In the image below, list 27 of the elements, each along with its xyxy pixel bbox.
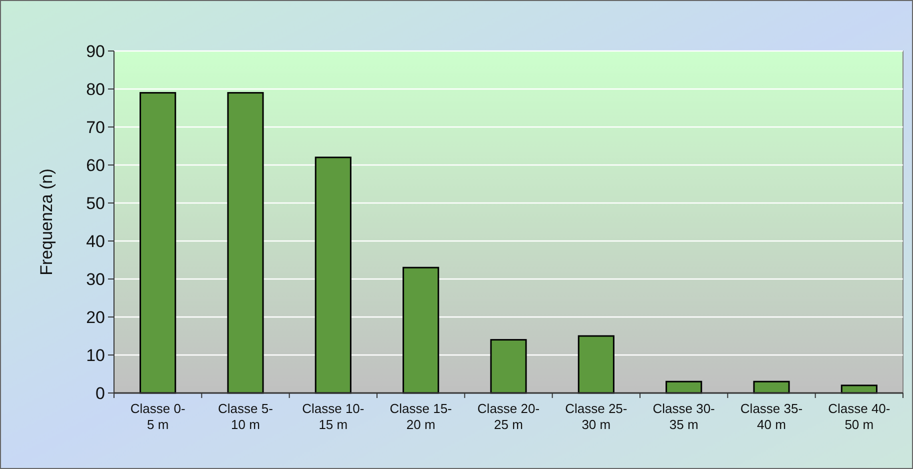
bar bbox=[753, 380, 790, 394]
x-tick-label: Classe 10-15 m bbox=[302, 401, 364, 432]
x-tick-label: Classe 5-10 m bbox=[218, 401, 273, 432]
y-tick-label: 80 bbox=[86, 80, 105, 99]
bar bbox=[578, 335, 614, 394]
x-tick-label: Classe 20-25 m bbox=[477, 401, 540, 432]
y-tick-label: 20 bbox=[86, 308, 105, 327]
x-tick-label: Classe 35-40 m bbox=[740, 401, 803, 432]
x-tick-label: Classe 0-5 m bbox=[130, 401, 186, 432]
y-tick-label: 90 bbox=[86, 42, 105, 61]
x-tick-label: Classe 15-20 m bbox=[390, 401, 452, 432]
bar bbox=[490, 339, 527, 394]
x-tick-label: Classe 40-50 m bbox=[828, 401, 890, 432]
y-tick-label: 40 bbox=[86, 232, 105, 251]
y-tick-label: 10 bbox=[86, 346, 105, 365]
y-tick-label: 60 bbox=[86, 156, 105, 175]
y-tick-label: 0 bbox=[96, 384, 105, 403]
bar bbox=[314, 156, 352, 394]
bar bbox=[402, 266, 440, 394]
y-tick-label: 50 bbox=[86, 194, 105, 213]
bar bbox=[140, 92, 176, 394]
y-tick-label: 70 bbox=[86, 118, 105, 137]
y-tick-label: 30 bbox=[86, 270, 105, 289]
x-tick-label: Classe 30-35 m bbox=[652, 401, 715, 432]
x-tick-label: Classe 25-30 m bbox=[565, 401, 628, 432]
bar bbox=[227, 92, 264, 394]
y-axis-title: Frequenza (n) bbox=[37, 168, 56, 276]
